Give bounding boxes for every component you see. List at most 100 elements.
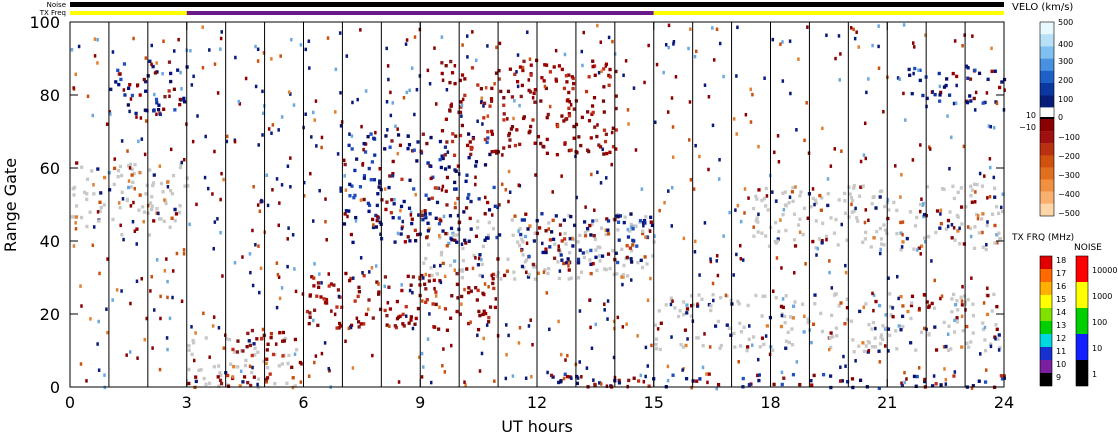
velocity-label: −400 (1058, 190, 1080, 199)
txfreq-swatch (1040, 321, 1052, 334)
noise-bar-frame (1075, 255, 1089, 387)
txfreq-label: 10 (1056, 360, 1066, 369)
txfreq-label: 9 (1056, 373, 1061, 382)
txfreq-swatch (1040, 282, 1052, 295)
velocity-swatch (1040, 107, 1054, 120)
txfreq-legend-title: TX FRQ (MHz) (1011, 233, 1074, 243)
txfreq-bar-frame (1039, 255, 1053, 387)
x-tick-label: 6 (298, 393, 308, 412)
velocity-label: 100 (1058, 95, 1073, 104)
noise-label: 10000 (1092, 266, 1117, 275)
velocity-label: 200 (1058, 76, 1073, 85)
velocity-label: −300 (1058, 171, 1080, 180)
txfreq-label: 16 (1056, 282, 1066, 291)
velocity-label: 400 (1058, 40, 1073, 49)
velocity-legend-title: VELO (km/s) (1012, 2, 1073, 13)
noise-strip-label: Noise (47, 1, 66, 9)
echo-region-3 (231, 328, 286, 361)
echo-region-8 (752, 182, 1005, 252)
noise-label: 100 (1092, 318, 1107, 327)
echo-region-6 (519, 212, 655, 267)
velocity-zero-band (1040, 117, 1054, 119)
y-tick-label: 20 (40, 305, 60, 324)
noise-label: 1000 (1092, 292, 1112, 301)
y-tick-label: 0 (50, 378, 60, 397)
velocity-swatch (1040, 58, 1054, 71)
velocity-label: −100 (1058, 133, 1080, 142)
echo-region-11 (109, 59, 189, 117)
velocity-label: −10 (1019, 123, 1036, 132)
txfreq-swatch (1040, 269, 1052, 282)
sparse-echoes (70, 23, 1006, 391)
txfreq-label: 18 (1056, 256, 1066, 265)
velocity-swatch (1040, 46, 1054, 59)
noise-swatch (1076, 360, 1088, 386)
plot-area (70, 22, 1007, 391)
txfreq-label: 12 (1056, 334, 1066, 343)
velocity-label: 500 (1058, 18, 1073, 27)
txfreq-strip-segment-2 (653, 11, 1004, 15)
velocity-swatch (1040, 22, 1054, 35)
x-tick-label: 15 (644, 393, 664, 412)
y-tick-label: 40 (40, 232, 60, 251)
velocity-swatch (1040, 203, 1054, 216)
txfreq-swatch (1040, 256, 1052, 269)
txfreq-label: 13 (1056, 321, 1066, 330)
velocity-swatch (1040, 179, 1054, 192)
velocity-swatch (1040, 143, 1054, 156)
txfreq-swatch (1040, 373, 1052, 386)
x-tick-label: 18 (760, 393, 780, 412)
txfreq-label: 15 (1056, 295, 1066, 304)
txfreq-strip-label: TX Freq (39, 9, 66, 17)
noise-label: 1 (1092, 370, 1097, 379)
noise-swatch (1076, 308, 1088, 334)
x-tick-label: 21 (877, 393, 897, 412)
velocity-label: 0 (1058, 113, 1063, 122)
y-tick-label: 80 (40, 86, 60, 105)
velocity-label: −500 (1058, 209, 1080, 218)
velocity-swatch (1040, 95, 1054, 108)
echo-region-1 (187, 336, 302, 390)
txfreq-label: 17 (1056, 269, 1066, 278)
velocity-swatch (1040, 83, 1054, 96)
txfreq-swatch (1040, 334, 1052, 347)
x-tick-label: 24 (994, 393, 1014, 412)
echo-region-4 (305, 271, 498, 332)
x-tick-label: 9 (415, 393, 425, 412)
velocity-swatch (1040, 119, 1054, 132)
noise-label: 10 (1092, 344, 1102, 353)
x-tick-label: 0 (65, 393, 75, 412)
velocity-swatch (1040, 155, 1054, 168)
scan-lines (108, 22, 966, 387)
velocity-label: −200 (1058, 152, 1080, 161)
echo-region-13 (907, 66, 1007, 105)
noise-swatch (1076, 256, 1088, 282)
y-tick-label: 60 (40, 159, 60, 178)
echo-region-7 (653, 292, 1002, 354)
x-axis-label: UT hours (501, 417, 573, 435)
velocity-swatch (1040, 191, 1054, 204)
txfreq-label: 14 (1056, 308, 1066, 317)
velocity-label: 300 (1058, 57, 1073, 66)
txfreq-strip-segment-0 (70, 11, 187, 15)
velocity-swatch (1040, 34, 1054, 47)
noise-swatch (1076, 334, 1088, 360)
velocity-swatch (1040, 131, 1054, 144)
x-tick-label: 3 (182, 393, 192, 412)
txfreq-swatch (1040, 360, 1052, 373)
txfreq-label: 11 (1056, 347, 1066, 356)
echo-region-0 (70, 161, 190, 237)
velocity-swatch (1040, 70, 1054, 84)
velocity-label: 10 (1026, 111, 1036, 120)
x-tick-label: 12 (527, 393, 547, 412)
echo-region-10 (342, 132, 502, 245)
y-axis-label: Range Gate (1, 158, 20, 252)
noise-legend-title: NOISE (1074, 243, 1102, 253)
txfreq-swatch (1040, 295, 1052, 308)
txfreq-swatch (1040, 308, 1052, 321)
txfreq-swatch (1040, 347, 1052, 360)
echo-region-12 (440, 58, 618, 157)
y-tick-label: 100 (29, 13, 60, 32)
noise-swatch (1076, 282, 1088, 308)
